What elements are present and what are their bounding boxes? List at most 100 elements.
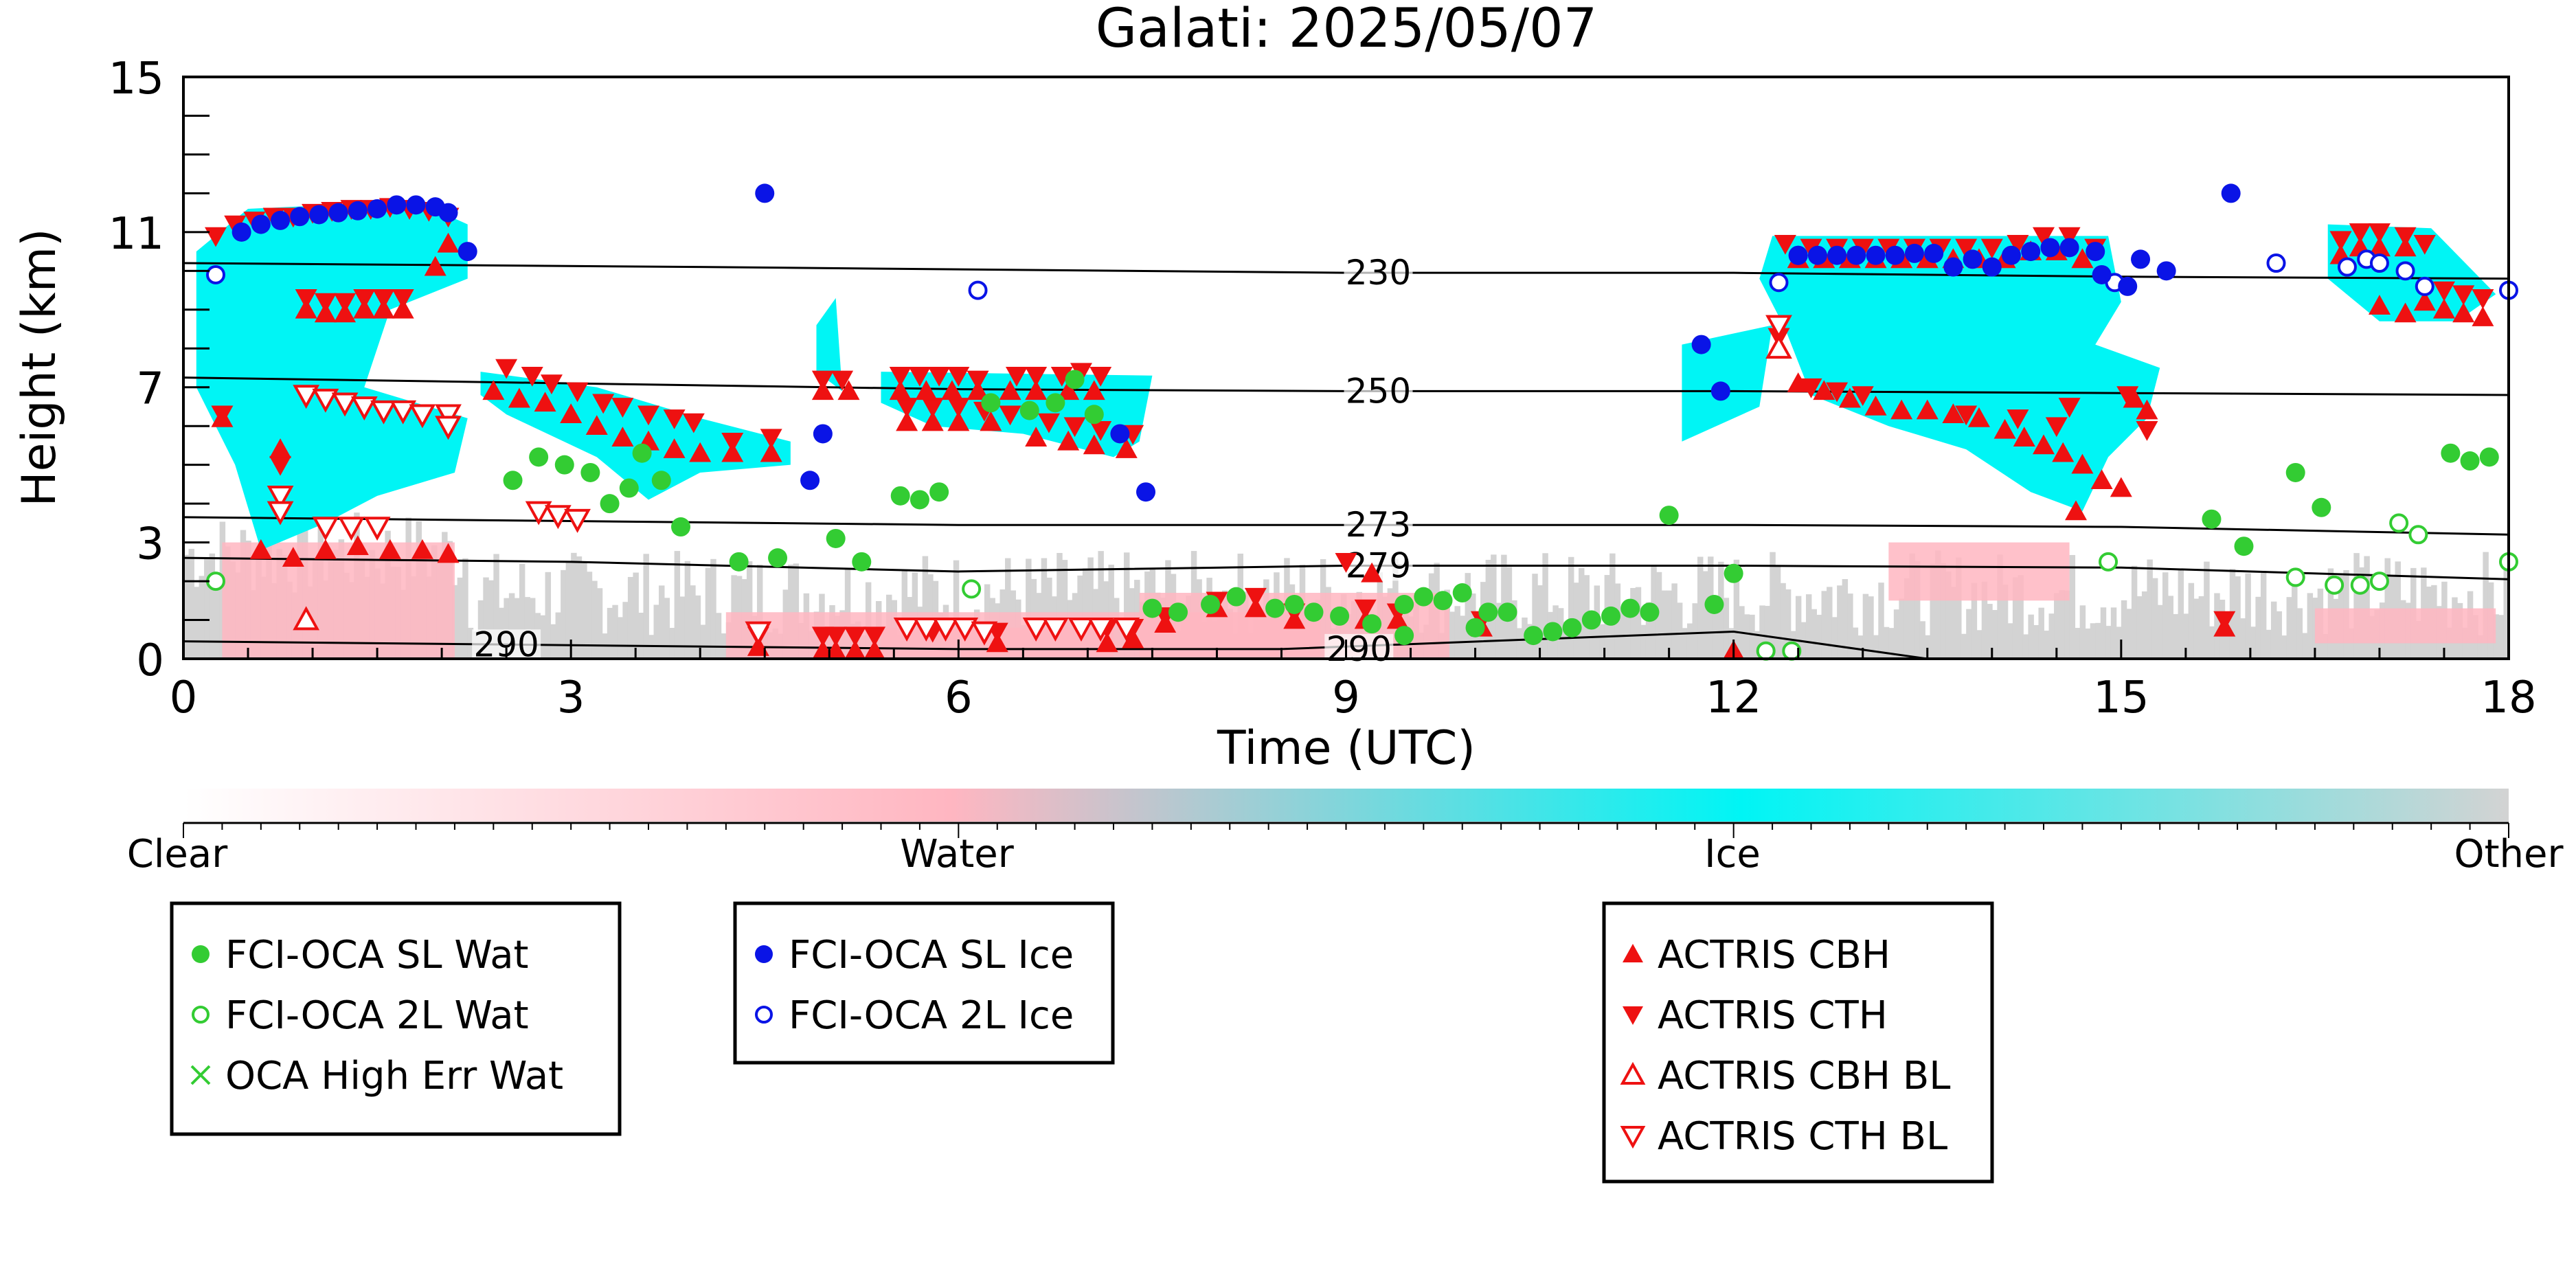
other-column	[1635, 587, 1642, 659]
other-column	[2147, 559, 2153, 659]
other-column	[637, 612, 644, 659]
other-column	[514, 598, 520, 659]
other-column	[452, 585, 458, 659]
marker-cbh	[411, 539, 433, 559]
marker-2l-wat	[206, 572, 226, 591]
marker-sl-wat	[929, 482, 949, 502]
other-column	[1057, 552, 1063, 659]
marker-cbh	[560, 403, 583, 424]
marker-cth	[1955, 238, 1978, 259]
marker-sl-wat	[2460, 451, 2480, 471]
marker-cbh	[1083, 380, 1105, 400]
marker-2l-ice	[968, 280, 988, 300]
marker-2l-ice	[2395, 261, 2415, 281]
other-column	[183, 554, 190, 659]
other-column	[581, 562, 587, 659]
marker-cth	[1851, 386, 1874, 407]
legend-box	[733, 901, 1115, 1065]
marker-sl-wat	[1168, 602, 1188, 622]
marker-cth-bl	[951, 618, 979, 642]
marker-sl-ice	[406, 195, 426, 215]
other-column	[1692, 603, 1698, 659]
other-column	[2235, 576, 2241, 659]
marker-cth	[844, 626, 866, 647]
colorbar-label-ice: Ice	[1704, 832, 1761, 877]
marker-cbh	[2071, 248, 2094, 269]
marker-sl-ice	[2092, 264, 2112, 284]
other-column	[1759, 605, 1765, 659]
marker-cth	[663, 409, 686, 429]
marker-cth	[1063, 417, 1086, 438]
marker-cth	[637, 405, 659, 426]
marker-cbh	[2368, 295, 2391, 315]
marker-cth	[2007, 235, 2029, 255]
other-column	[1811, 609, 1817, 659]
other-column	[1465, 573, 1471, 659]
marker-sl-ice	[800, 471, 820, 490]
isotherm-label: 230	[1346, 253, 1411, 293]
other-column	[2188, 583, 2195, 659]
marker-sl-ice	[1827, 245, 1847, 265]
legend-symbol-cth-bl	[1620, 1126, 1646, 1149]
other-column	[705, 567, 712, 659]
marker-sl-wat	[1498, 602, 1517, 622]
marker-cbh	[2368, 236, 2391, 257]
other-column	[746, 561, 753, 659]
other-column	[607, 607, 613, 659]
marker-sl-wat	[1581, 610, 1601, 630]
isotherm-label: 290	[1326, 629, 1392, 669]
other-column	[1511, 600, 1517, 659]
marker-cbh	[986, 632, 1008, 653]
marker-cth	[540, 374, 563, 395]
other-column	[2048, 613, 2055, 659]
other-column	[953, 560, 960, 659]
marker-sl-wat	[600, 494, 620, 514]
marker-cth-bl	[389, 400, 417, 425]
other-column	[1795, 596, 1802, 659]
marker-cth-bl	[1765, 315, 1792, 339]
other-column	[793, 563, 800, 659]
marker-cbh	[2472, 306, 2494, 326]
other-column	[1728, 628, 1735, 659]
legend-symbol-cbh	[1623, 944, 1643, 962]
marker-cth-bl	[312, 388, 339, 413]
other-column	[1914, 561, 1921, 659]
marker-cbh	[2432, 298, 2455, 319]
other-column	[1666, 590, 1673, 659]
isotherm-label-bg	[1344, 376, 1413, 407]
other-column	[2038, 607, 2044, 659]
marker-cbh	[2394, 302, 2417, 323]
other-column	[2151, 578, 2158, 659]
other-column	[2276, 611, 2282, 659]
other-column	[2193, 598, 2200, 659]
other-column	[1888, 628, 1895, 659]
marker-cth	[2136, 421, 2158, 441]
marker-sl-wat	[1362, 614, 1382, 634]
other-column	[1893, 609, 1900, 659]
other-column	[622, 602, 629, 659]
marker-cbh	[2065, 500, 2088, 521]
legend-label: ACTRIS CTH BL	[1658, 1114, 1947, 1159]
marker-cth	[831, 370, 854, 391]
marker-sl-wat	[826, 528, 846, 548]
marker-cbh	[760, 442, 782, 462]
marker-cbh	[2033, 434, 2055, 455]
marker-sl-ice	[368, 199, 387, 218]
other-column	[571, 552, 577, 659]
marker-cth	[2329, 231, 2352, 251]
marker-sl-wat	[1659, 506, 1679, 526]
marker-sl-wat	[580, 462, 600, 482]
other-column	[488, 580, 495, 659]
marker-sl-wat	[1285, 594, 1304, 614]
other-column	[2323, 634, 2329, 659]
other-column	[2095, 622, 2101, 659]
other-column	[1620, 607, 1626, 659]
marker-cbh	[999, 380, 1021, 400]
colorbar-label-clear: Clear	[127, 832, 228, 877]
other-column	[483, 577, 489, 659]
legend-label: FCI-OCA 2L Wat	[225, 993, 529, 1038]
marker-cbh	[2123, 387, 2145, 408]
marker-cbh	[663, 438, 686, 458]
other-column	[1821, 591, 1828, 659]
marker-cbh	[372, 298, 395, 319]
